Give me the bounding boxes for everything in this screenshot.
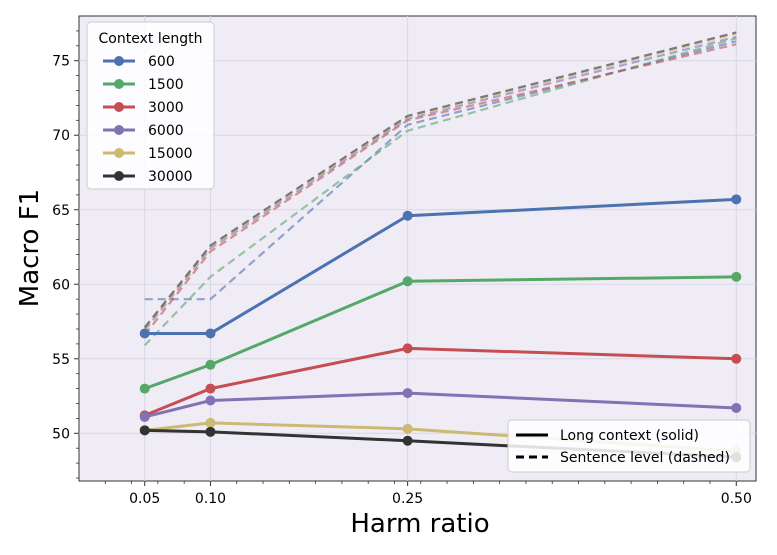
legend-label-600: 600	[148, 54, 175, 70]
x-tick-label: 0.25	[392, 491, 423, 507]
point-1500	[205, 359, 216, 370]
legend-label-6000: 6000	[148, 123, 184, 139]
style-label-dashed: Sentence level (dashed)	[560, 450, 730, 466]
solid-line-6000	[144, 391, 737, 419]
style-legend-box	[507, 419, 751, 473]
point-1500	[731, 271, 742, 282]
legend-marker-3000	[114, 102, 124, 112]
legend-marker-6000	[114, 125, 124, 135]
style-legend: Long context (solid) Sentence level (dash…	[507, 419, 751, 473]
point-1500	[402, 276, 413, 287]
legend-marker-1500	[114, 79, 124, 89]
point-30000	[205, 426, 216, 437]
point-30000	[139, 425, 150, 436]
point-6000	[731, 402, 742, 413]
y-tick-label: 50	[52, 426, 70, 442]
solid-line-600	[144, 197, 737, 335]
dashed-line-3000	[143, 43, 737, 336]
y-tick-label: 70	[52, 128, 70, 144]
point-600	[139, 328, 150, 339]
y-axis-label: Macro F1	[15, 189, 45, 307]
point-30000	[402, 435, 413, 446]
dashed-line-1500	[143, 37, 737, 347]
solid-line-3000	[144, 346, 737, 417]
legend-title: Context length	[99, 31, 203, 47]
dashed-line-6000	[143, 35, 737, 332]
legend-marker-30000	[114, 171, 124, 181]
legend-marker-15000	[114, 148, 124, 158]
y-tick-label: 55	[52, 352, 70, 368]
legend-label-30000: 30000	[148, 169, 193, 185]
context-legend: Context length 600 1500 3000 6000 15000 30000	[86, 21, 215, 190]
style-label-solid: Long context (solid)	[560, 428, 699, 444]
point-1500	[139, 383, 150, 394]
point-600	[731, 194, 742, 205]
point-600	[402, 210, 413, 221]
y-tick-label: 75	[52, 54, 70, 70]
legend-label-1500: 1500	[148, 77, 184, 93]
point-600	[205, 328, 216, 339]
x-tick-label: 0.50	[721, 491, 752, 507]
dashed-line-30000	[143, 31, 737, 329]
legend-label-15000: 15000	[148, 146, 193, 162]
point-6000	[402, 388, 413, 399]
point-3000	[731, 353, 742, 364]
legend-label-3000: 3000	[148, 100, 184, 116]
dashed-lines	[143, 31, 737, 347]
dashed-line-15000	[143, 32, 737, 330]
y-tick-label: 60	[52, 277, 70, 293]
x-tick-label: 0.05	[129, 491, 160, 507]
y-tick-label: 65	[52, 203, 70, 219]
point-3000	[402, 343, 413, 354]
point-6000	[139, 411, 150, 422]
point-15000	[402, 423, 413, 434]
x-axis-label: Harm ratio	[350, 509, 489, 539]
legend-marker-600	[114, 56, 124, 66]
solid-line-1500	[144, 275, 737, 391]
point-15000	[205, 417, 216, 428]
axes: 50 55 60 65 70 75 0.05 0.10 0.25 0.50	[52, 30, 752, 507]
markers	[139, 194, 742, 463]
point-3000	[205, 383, 216, 394]
x-tick-label: 0.10	[195, 491, 226, 507]
point-6000	[205, 395, 216, 406]
